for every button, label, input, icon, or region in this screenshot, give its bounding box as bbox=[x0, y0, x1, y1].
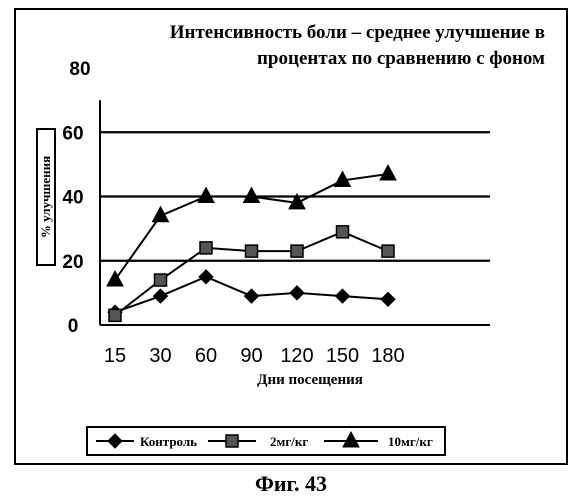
data-point bbox=[246, 245, 258, 257]
legend-label: 2мг/кг bbox=[270, 434, 308, 449]
x-tick-label: 15 bbox=[104, 345, 126, 367]
data-point bbox=[154, 289, 168, 303]
x-tick-label: 180 bbox=[371, 345, 404, 367]
series-lines bbox=[107, 165, 396, 321]
legend-items: Контроль 2мг/кг 10мг/кг bbox=[88, 428, 444, 454]
data-point bbox=[336, 289, 350, 303]
legend-marker bbox=[343, 432, 359, 447]
series-2 bbox=[109, 226, 394, 322]
legend-label: 10мг/кг bbox=[388, 434, 433, 449]
legend-label: Контроль bbox=[140, 434, 197, 449]
data-point bbox=[381, 292, 395, 306]
gridlines bbox=[100, 132, 490, 261]
data-point bbox=[290, 286, 304, 300]
y-tick-label: 80 bbox=[69, 59, 90, 80]
x-tick-label: 90 bbox=[240, 345, 262, 367]
data-point bbox=[155, 274, 167, 286]
y-tick-label: 0 bbox=[68, 316, 79, 337]
y-tick-labels: 0 20 40 60 80 bbox=[62, 59, 90, 337]
x-tick-labels: 15 30 60 90 120 150 180 bbox=[104, 345, 405, 367]
legend-item-1: Контроль bbox=[96, 434, 197, 449]
legend-item-2: 2мг/кг bbox=[208, 434, 308, 449]
data-point bbox=[198, 188, 214, 203]
data-point bbox=[245, 289, 259, 303]
data-point bbox=[200, 242, 212, 254]
data-point bbox=[244, 188, 260, 203]
figure-caption: Фиг. 43 bbox=[0, 471, 582, 497]
series-1 bbox=[108, 270, 395, 319]
series-3 bbox=[107, 165, 396, 286]
data-point bbox=[109, 309, 121, 321]
legend: Контроль 2мг/кг 10мг/кг bbox=[86, 426, 446, 456]
legend-marker bbox=[226, 435, 238, 447]
x-tick-label: 120 bbox=[280, 345, 313, 367]
data-point bbox=[337, 226, 349, 238]
data-point bbox=[382, 245, 394, 257]
legend-item-3: 10мг/кг bbox=[324, 432, 433, 449]
x-axis-label: Дни посещения bbox=[210, 372, 410, 389]
y-tick-label: 20 bbox=[62, 252, 83, 273]
x-tick-label: 60 bbox=[195, 345, 217, 367]
data-point bbox=[199, 270, 213, 284]
data-point bbox=[291, 245, 303, 257]
x-tick-label: 30 bbox=[149, 345, 171, 367]
y-tick-label: 60 bbox=[62, 123, 83, 144]
data-point bbox=[380, 165, 396, 180]
x-tick-label: 150 bbox=[326, 345, 359, 367]
y-tick-label: 40 bbox=[62, 188, 83, 209]
legend-marker bbox=[108, 434, 122, 448]
